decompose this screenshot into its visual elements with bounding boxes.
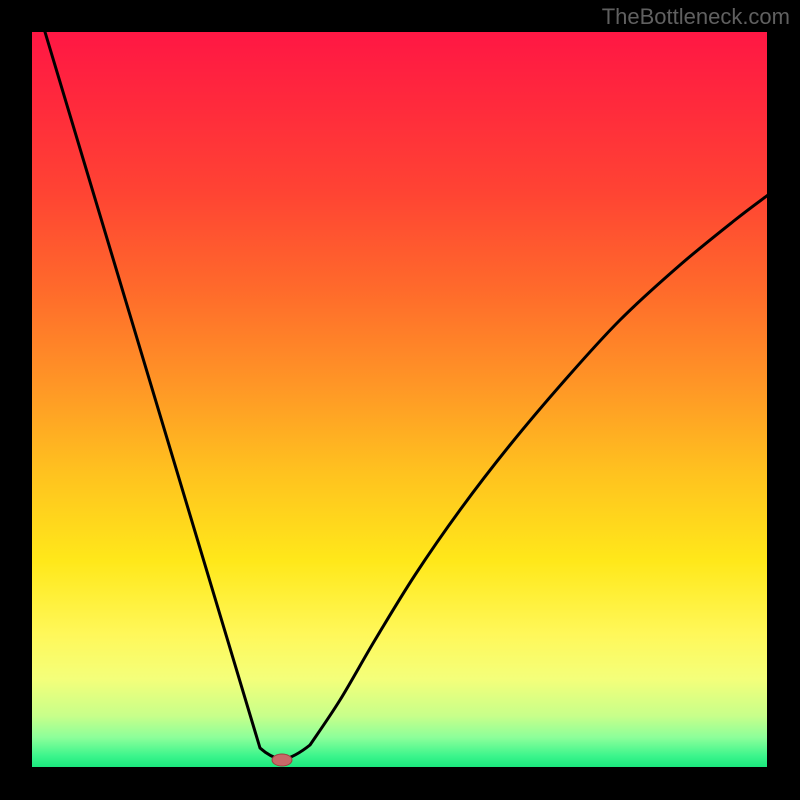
bottleneck-chart bbox=[0, 0, 800, 800]
attribution-label: TheBottleneck.com bbox=[602, 4, 790, 30]
optimal-point-marker bbox=[272, 754, 292, 766]
chart-container: TheBottleneck.com bbox=[0, 0, 800, 800]
plot-background bbox=[32, 32, 767, 767]
